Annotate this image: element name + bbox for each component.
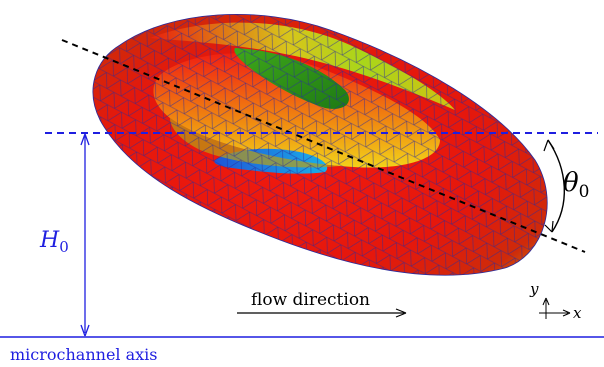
- height-label-subscript: 0: [59, 238, 69, 256]
- cell-outline: [92, 14, 548, 276]
- angle-arc-arrowhead-top: [543, 139, 555, 152]
- triad-x-head: [562, 309, 571, 317]
- height-arrow-head-bottom: [80, 324, 90, 337]
- angle-arc: [547, 139, 566, 233]
- microchannel-axis-label: microchannel axis: [10, 345, 158, 364]
- angle-arc-arrowhead-bottom: [544, 220, 554, 233]
- height-arrow-head-top: [80, 133, 90, 146]
- angle-label-subscript: 0: [579, 182, 590, 202]
- flow-arrow-head: [395, 308, 407, 318]
- height-label: H0: [39, 228, 69, 256]
- triad-x-label: x: [573, 304, 582, 322]
- flow-direction-label: flow direction: [251, 290, 370, 310]
- triad-y-head: [542, 297, 550, 306]
- angle-label: θ0: [563, 168, 589, 202]
- triad-y-label: y: [529, 280, 539, 298]
